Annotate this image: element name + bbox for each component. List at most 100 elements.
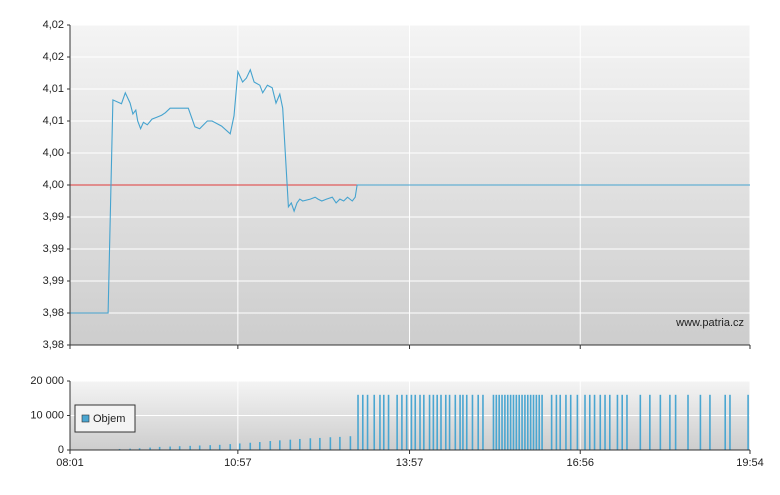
volume-bar bbox=[238, 443, 241, 450]
volume-bar bbox=[462, 394, 464, 450]
volume-bar bbox=[524, 394, 526, 450]
volume-bar bbox=[428, 394, 431, 450]
watermark: www.patria.cz bbox=[675, 317, 744, 329]
volume-bar bbox=[396, 394, 398, 450]
volume-bar bbox=[659, 394, 662, 450]
volume-bar bbox=[189, 445, 191, 450]
volume-bar bbox=[599, 394, 602, 450]
volume-bar bbox=[373, 394, 376, 450]
y-tick-label: 4,02 bbox=[43, 19, 64, 31]
volume-bar bbox=[229, 444, 232, 450]
volume-bar bbox=[535, 394, 538, 450]
volume-bar bbox=[423, 394, 425, 450]
y-tick-label: 3,99 bbox=[43, 243, 64, 255]
volume-bar bbox=[569, 394, 572, 450]
volume-bar bbox=[699, 394, 702, 450]
volume-bar bbox=[419, 394, 421, 450]
y-tick-label: 0 bbox=[58, 444, 64, 456]
volume-bar bbox=[495, 394, 498, 450]
volume-bar bbox=[529, 394, 532, 450]
volume-bar bbox=[209, 445, 211, 450]
volume-bar bbox=[379, 394, 381, 450]
volume-bar bbox=[512, 394, 515, 450]
volume-bar bbox=[541, 394, 543, 450]
volume-bar bbox=[258, 442, 261, 450]
volume-bar bbox=[410, 394, 413, 450]
volume-bar bbox=[198, 445, 201, 450]
volume-bar bbox=[329, 437, 332, 450]
volume-bar bbox=[149, 447, 151, 450]
volume-bar bbox=[498, 394, 500, 450]
volume-bar bbox=[387, 394, 390, 450]
volume-bar bbox=[550, 394, 553, 450]
legend-swatch bbox=[81, 414, 90, 423]
y-tick-label: 3,98 bbox=[43, 307, 64, 319]
volume-bar bbox=[515, 394, 518, 450]
volume-bar bbox=[674, 394, 677, 450]
y-tick-label: 20 000 bbox=[30, 375, 64, 387]
volume-bar bbox=[138, 448, 141, 450]
y-tick-label: 4,01 bbox=[43, 83, 64, 95]
volume-bar bbox=[357, 394, 359, 450]
y-tick-label: 4,00 bbox=[43, 179, 64, 191]
volume-bar bbox=[178, 446, 181, 450]
volume-bar bbox=[361, 394, 364, 450]
volume-bar bbox=[724, 394, 727, 450]
volume-bar bbox=[521, 394, 523, 450]
legend-label: Objem bbox=[93, 413, 125, 425]
volume-bar bbox=[349, 436, 352, 450]
y-tick-label: 3,99 bbox=[43, 211, 64, 223]
volume-bar bbox=[555, 394, 558, 450]
volume-bar bbox=[532, 394, 535, 450]
y-tick-label: 4,02 bbox=[43, 51, 64, 63]
volume-bar bbox=[504, 394, 506, 450]
volume-bar bbox=[299, 438, 301, 450]
volume-bar bbox=[616, 394, 619, 450]
y-tick-label: 3,98 bbox=[43, 339, 64, 351]
volume-bar bbox=[218, 444, 221, 450]
volume-bar bbox=[309, 438, 312, 450]
volume-bar bbox=[477, 394, 479, 450]
volume-bar bbox=[492, 394, 495, 450]
volume-bar bbox=[588, 394, 591, 450]
volume-bar bbox=[471, 394, 474, 450]
volume-bar bbox=[440, 394, 442, 450]
volume-bar bbox=[565, 394, 567, 450]
volume-bar bbox=[319, 437, 321, 450]
volume-bar bbox=[249, 442, 252, 450]
volume-bar bbox=[339, 436, 341, 450]
volume-bar bbox=[506, 394, 509, 450]
volume-bar bbox=[366, 394, 369, 450]
volume-bar bbox=[482, 394, 484, 450]
volume-bar bbox=[609, 394, 611, 450]
volume-bar bbox=[538, 394, 541, 450]
volume-bar bbox=[604, 394, 606, 450]
volume-bar bbox=[621, 394, 624, 450]
x-tick-label: 19:54 bbox=[736, 457, 764, 469]
volume-bar bbox=[559, 394, 562, 450]
volume-bar bbox=[747, 394, 749, 450]
volume-bar bbox=[279, 440, 281, 450]
volume-bar bbox=[465, 394, 468, 450]
x-tick-label: 10:57 bbox=[224, 457, 252, 469]
volume-bar bbox=[436, 394, 438, 450]
y-tick-label: 4,01 bbox=[43, 115, 64, 127]
volume-bar bbox=[526, 394, 529, 450]
volume-bar bbox=[459, 394, 461, 450]
volume-bar bbox=[414, 394, 417, 450]
volume-bar bbox=[444, 394, 447, 450]
volume-bar bbox=[509, 394, 512, 450]
x-tick-label: 08:01 bbox=[56, 457, 84, 469]
volume-bar bbox=[626, 394, 628, 450]
legend-box bbox=[74, 404, 136, 433]
volume-bar bbox=[158, 446, 161, 450]
volume-bar bbox=[518, 394, 521, 450]
volume-bar bbox=[401, 394, 403, 450]
volume-bar bbox=[289, 439, 292, 450]
volume-bar bbox=[432, 394, 435, 450]
volume-bar bbox=[269, 441, 272, 450]
volume-bar bbox=[639, 394, 642, 450]
volume-bar bbox=[118, 448, 121, 450]
y-tick-label: 4,00 bbox=[43, 147, 64, 159]
